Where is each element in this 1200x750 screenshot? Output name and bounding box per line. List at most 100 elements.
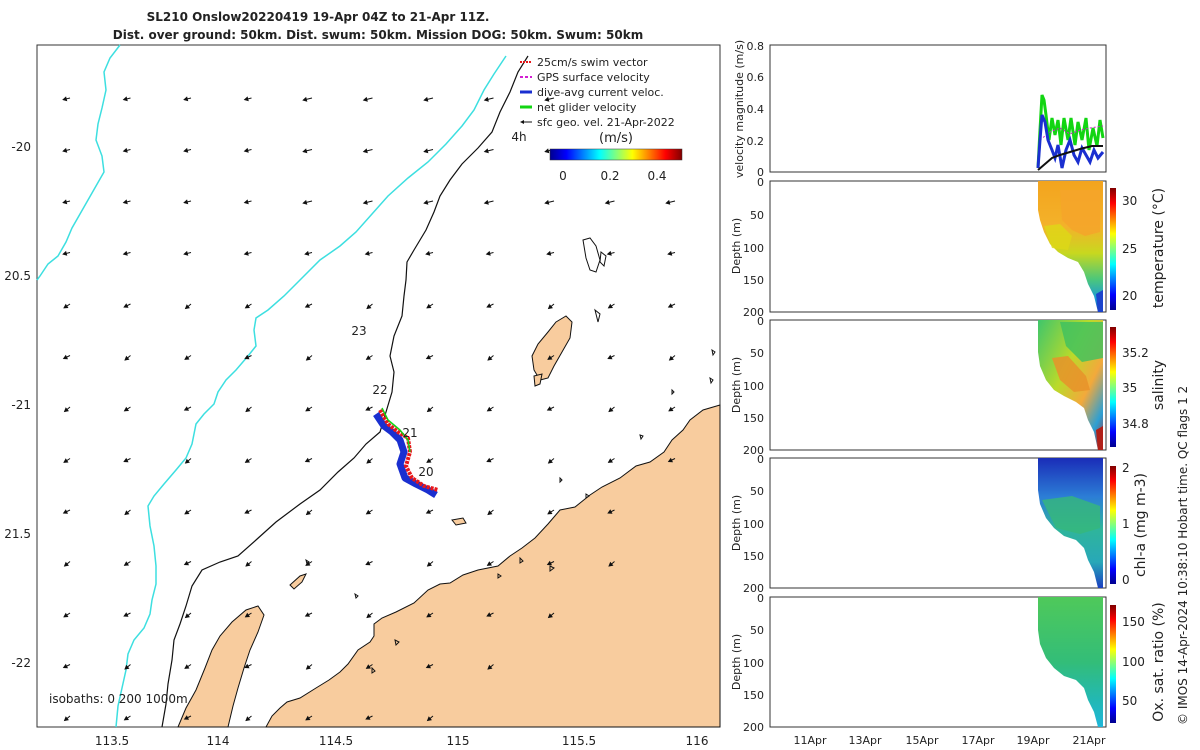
colorbar-title: (m/s): [599, 131, 633, 146]
sfc-vector-head: [243, 147, 249, 153]
sfc-vector-head: [124, 355, 130, 361]
sfc-vector-head: [606, 250, 612, 256]
sfc-vector-head: [425, 250, 431, 256]
sfc-vector-head: [486, 612, 492, 617]
chla-ytick-200: 200: [743, 582, 764, 595]
velocity-frame: [769, 44, 1107, 173]
vel-ytick-0.4: 0.4: [747, 103, 765, 116]
ox-ytick-150: 150: [743, 689, 764, 702]
sal-cbar-tick-35.2: 35.2: [1122, 346, 1149, 360]
sfc-vector-head: [62, 509, 69, 514]
sfc-vector-head: [362, 148, 368, 154]
temperature-deep-water: [1096, 290, 1103, 312]
sfc-vector-head: [244, 663, 250, 669]
track-label-20: 20: [418, 465, 433, 479]
sfc-vector-head: [304, 303, 311, 308]
sfc-vector-head: [304, 250, 310, 256]
sal-ytick-0: 0: [757, 315, 764, 328]
temp-ylabel: Depth (m): [730, 218, 743, 274]
time-tick-19Apr: 19Apr: [1016, 734, 1050, 747]
sfc-vector-head: [184, 304, 190, 310]
sfc-vector-head: [546, 250, 552, 256]
sfc-vector-head: [426, 612, 432, 618]
sfc-vector-head: [123, 561, 129, 566]
sfc-vector-head: [183, 147, 189, 153]
map-ytick-20.5: 20.5: [4, 269, 31, 283]
sfc-vector-head: [667, 457, 674, 463]
map-ytick--21: -21: [11, 398, 31, 412]
sfc-vector-head: [483, 148, 489, 154]
title-line-2: Dist. over ground: 50km. Dist. swum: 50k…: [113, 28, 643, 42]
sfc-vector-head: [63, 612, 69, 618]
sfc-vector-head: [365, 355, 371, 360]
sfc-vector-head: [305, 355, 311, 361]
chla-panel: 0 50 100 150 200 Depth (m) 2 1 0 chl-a (…: [730, 453, 1149, 595]
ox-cbar-tick-100: 100: [1122, 655, 1145, 669]
sfc-vector-head: [604, 199, 610, 205]
sfc-vector-head: [244, 458, 250, 463]
sfc-vector-head: [123, 303, 129, 308]
sfc-vector-head: [546, 406, 553, 411]
temp-cbar-tick-25: 25: [1122, 242, 1137, 256]
temperature-cool-blob: [1044, 224, 1072, 250]
sfc-vector-head: [63, 303, 69, 309]
sfc-vector-head: [245, 716, 251, 722]
sfc-vector-head: [124, 664, 130, 670]
sfc-vector-head: [183, 406, 190, 411]
sfc-vector-head: [485, 250, 491, 256]
sfc-vector-head: [244, 509, 250, 514]
sfc-vector-head: [365, 560, 371, 566]
glider-track: [373, 407, 439, 498]
sfc-vector-head: [483, 199, 489, 205]
sfc-vector-head: [426, 458, 432, 463]
sfc-vector-head: [62, 199, 68, 205]
sfc-vector-head: [362, 199, 368, 205]
sfc-vector-head: [547, 613, 553, 619]
island-large: [531, 315, 573, 381]
sfc-vector-head: [244, 354, 250, 360]
sfc-vector-head: [122, 250, 128, 256]
sfc-vector-head: [607, 509, 613, 514]
time-tick-21Apr: 21Apr: [1072, 734, 1106, 747]
map-legend: 25cm/s swim vector GPS surface velocity …: [520, 56, 675, 129]
chla-ytick-50: 50: [750, 485, 764, 498]
west-peninsula: [177, 605, 265, 728]
salinity-high-core: [1052, 356, 1090, 392]
map-xtick-116: 116: [686, 734, 709, 748]
map-ytick--20: -20: [11, 140, 31, 154]
sfc-vector-head: [547, 304, 553, 310]
ox-ytick-100: 100: [743, 657, 764, 670]
sfc-vector-head: [245, 407, 251, 413]
oxygen-field: [1038, 597, 1103, 727]
sfc-vector-head: [667, 250, 673, 256]
temp-ytick-0: 0: [757, 176, 764, 189]
ox-ytick-0: 0: [757, 592, 764, 605]
sfc-vector-head: [243, 199, 249, 205]
sfc-vector-head: [304, 612, 311, 617]
velocity-panel: 0.8 0.6 0.4 0.2 0 velocity magnitude (m/…: [733, 40, 1107, 179]
temp-cbar-tick-30: 30: [1122, 194, 1137, 208]
sfc-vector-head: [184, 613, 190, 619]
map-xtick-115: 115: [447, 734, 470, 748]
colorbar-tick-2: 0.4: [647, 169, 666, 183]
sfc-vector-head: [487, 355, 493, 361]
sfc-vector-head: [608, 561, 614, 567]
chla-cbar-tick-0: 0: [1122, 573, 1130, 587]
ox-cbar-tick-150: 150: [1122, 615, 1145, 629]
isobath-200m: [161, 55, 529, 728]
sfc-vector-head: [487, 664, 493, 670]
sfc-vector-head: [423, 148, 429, 154]
sfc-vector-head: [362, 96, 368, 102]
sfc-velocity-vectors: [62, 96, 676, 722]
sfc-vector-head: [365, 664, 371, 669]
ox-ytick-50: 50: [750, 624, 764, 637]
sfc-vector-head: [123, 715, 129, 721]
salinity-panel: 0 50 100 150 200 Depth (m) 35.2 35 34.8 …: [730, 315, 1167, 457]
chla-cbar-tick-2: 2: [1122, 461, 1130, 475]
sfc-vector-head: [426, 303, 432, 309]
time-tick-15Apr: 15Apr: [905, 734, 939, 747]
map-xtick-113.5: 113.5: [95, 734, 129, 748]
legend-label-geo: sfc geo. vel. 21-Apr-2022: [537, 116, 675, 129]
sfc-vector-head: [305, 406, 311, 412]
reef-islets: [305, 237, 716, 674]
